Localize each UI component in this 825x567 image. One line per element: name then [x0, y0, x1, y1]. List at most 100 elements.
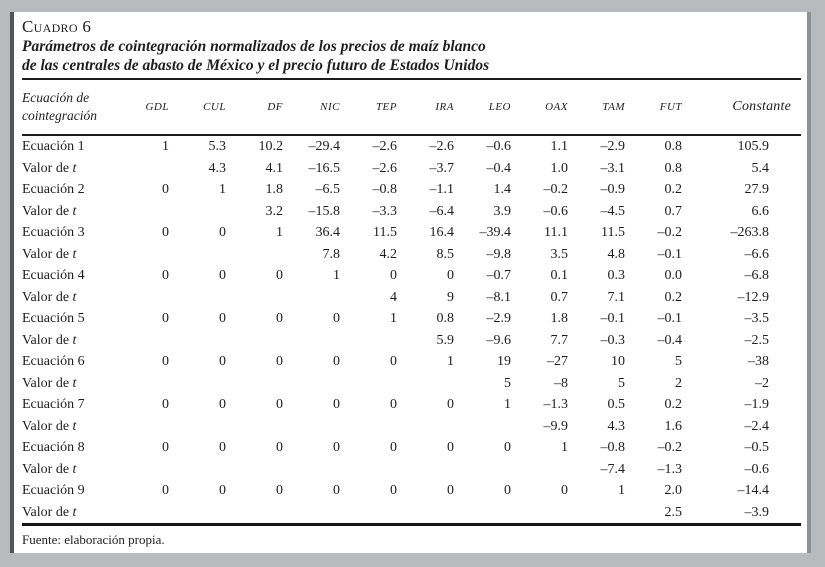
t-value-row: Valor de t –9.9 4.3 1.6 –2.4 — [22, 416, 801, 438]
cell-ira: –3.7 — [429, 160, 455, 176]
cell-constante: –3.5 — [744, 311, 770, 326]
column-header-tep: TEP — [375, 101, 397, 113]
cell-oax: 0 — [561, 483, 568, 498]
cell-ira: 0.8 — [436, 311, 455, 326]
table-title-line-1: Parámetros de cointegración normalizados… — [22, 38, 486, 55]
cell-gdl: 0 — [162, 182, 169, 197]
cell-ira — [413, 373, 470, 395]
cell-cul — [185, 244, 242, 266]
row-label: Ecuación 2 — [22, 182, 85, 197]
cell-ira: 0 — [447, 483, 454, 498]
cell-tep: –2.6 — [372, 160, 398, 176]
table-title-block: Cuadro 6 Parámetros de cointegración nor… — [22, 16, 801, 75]
cell-leo: –9.8 — [486, 246, 512, 262]
cell-gdl: 0 — [162, 354, 169, 369]
cell-df: 3.2 — [265, 203, 284, 219]
cell-tep — [356, 459, 413, 481]
cell-tam: 7.1 — [607, 289, 626, 305]
cell-gdl: 0 — [162, 311, 169, 326]
row-label: Ecuación 6 — [22, 354, 85, 369]
cell-tam: –0.8 — [600, 440, 626, 455]
cell-leo: –0.7 — [486, 268, 512, 283]
cell-leo: –39.4 — [479, 225, 512, 240]
column-header-leo: LEO — [488, 101, 511, 113]
cell-leo: 0 — [504, 440, 511, 455]
cell-tam: 4.8 — [607, 246, 626, 262]
cell-cul — [185, 373, 242, 395]
cell-nic: –16.5 — [308, 160, 341, 176]
cell-df — [242, 287, 299, 309]
cell-oax: –1.3 — [543, 397, 569, 412]
t-value-row: Valor de t 2.5 –3.9 — [22, 502, 801, 525]
cell-oax: –27 — [547, 354, 568, 369]
cell-tep: 0 — [390, 268, 397, 283]
cell-tep: 4.2 — [379, 246, 398, 262]
cell-constante: –2.5 — [744, 332, 770, 348]
cell-tam: –0.1 — [600, 311, 626, 326]
cointegration-table: Ecuación de cointegración GDL CUL DF NIC TEP… — [22, 78, 801, 526]
equation-row: Ecuación 7 0 0 0 0 0 0 1 –1.3 0.5 0.2 –1.9 — [22, 394, 801, 416]
cell-fut: 1.6 — [664, 418, 683, 434]
cell-leo: –2.9 — [486, 311, 512, 326]
cell-leo: 19 — [497, 354, 511, 369]
cell-tep: 0 — [390, 440, 397, 455]
table-kicker: Cuadro 6 — [22, 17, 92, 36]
column-header-row: Ecuación de cointegración GDL CUL DF NIC TEP… — [22, 79, 801, 135]
t-value-row: Valor de t 4.3 4.1 –16.5 –2.6 –3.7 –0.4 1.0 –3.1… — [22, 158, 801, 180]
cell-oax: –0.2 — [543, 182, 569, 197]
cell-tam: –0.3 — [600, 332, 626, 348]
column-header-nic: NIC — [320, 101, 340, 113]
cell-gdl — [128, 201, 185, 223]
cell-nic: 0 — [333, 311, 340, 326]
cell-tep: 11.5 — [373, 225, 397, 240]
cell-gdl — [128, 244, 185, 266]
cell-constante: –0.6 — [744, 461, 770, 477]
equation-row: Ecuación 3 0 0 1 36.4 11.5 16.4 –39.4 11.1 11.5 –0… — [22, 222, 801, 244]
cell-oax: –9.9 — [543, 418, 569, 434]
cell-gdl: 0 — [162, 268, 169, 283]
cell-gdl — [128, 158, 185, 180]
column-header-cul: CUL — [203, 101, 226, 113]
cell-oax: 7.7 — [550, 332, 569, 348]
cell-cul: 4.3 — [208, 160, 227, 176]
row-label: Ecuación 3 — [22, 225, 85, 240]
cell-cul — [185, 287, 242, 309]
cell-nic: 1 — [333, 268, 340, 283]
cell-ira: –6.4 — [429, 203, 455, 219]
cell-fut: 0.0 — [664, 268, 683, 283]
cell-tam: –7.4 — [600, 461, 626, 477]
cell-leo: 0 — [504, 483, 511, 498]
row-label: Ecuación 5 — [22, 311, 85, 326]
cell-ira: –1.1 — [429, 182, 455, 197]
cell-df — [242, 502, 299, 525]
cell-constante: –0.5 — [744, 440, 770, 455]
row-label: Ecuación 1 — [22, 139, 85, 154]
column-header-gdl: GDL — [145, 101, 169, 113]
cell-df — [242, 330, 299, 352]
cell-df: 0 — [276, 483, 283, 498]
cell-df: 0 — [276, 440, 283, 455]
equation-row: Ecuación 2 0 1 1.8 –6.5 –0.8 –1.1 1.4 –0.2 –0.9 0.… — [22, 179, 801, 201]
cell-df — [242, 459, 299, 481]
cell-tam: 1 — [618, 483, 625, 498]
cell-oax: 1.8 — [550, 311, 569, 326]
t-value-row: Valor de t 5 –8 5 2 –2 — [22, 373, 801, 395]
row-header-label: Ecuación de cointegración — [22, 79, 128, 135]
column-header-oax: OAX — [545, 101, 568, 113]
cell-ira: –2.6 — [429, 139, 455, 154]
cell-constante: –263.8 — [730, 225, 770, 240]
row-label: Valor de t — [22, 504, 77, 520]
cell-df: 0 — [276, 311, 283, 326]
cell-constante: 6.6 — [751, 203, 770, 219]
cell-tam: –0.9 — [600, 182, 626, 197]
cell-cul — [185, 459, 242, 481]
cell-fut: –0.2 — [657, 225, 683, 240]
cell-fut: 0.2 — [664, 182, 683, 197]
cell-leo: –0.4 — [486, 160, 512, 176]
cell-ira: 8.5 — [436, 246, 455, 262]
cell-cul: 0 — [219, 440, 226, 455]
cell-cul — [185, 416, 242, 438]
cell-leo: 1.4 — [493, 182, 512, 197]
source-note: Fuente: elaboración propia. — [22, 532, 165, 547]
cell-constante: –12.9 — [737, 289, 770, 305]
